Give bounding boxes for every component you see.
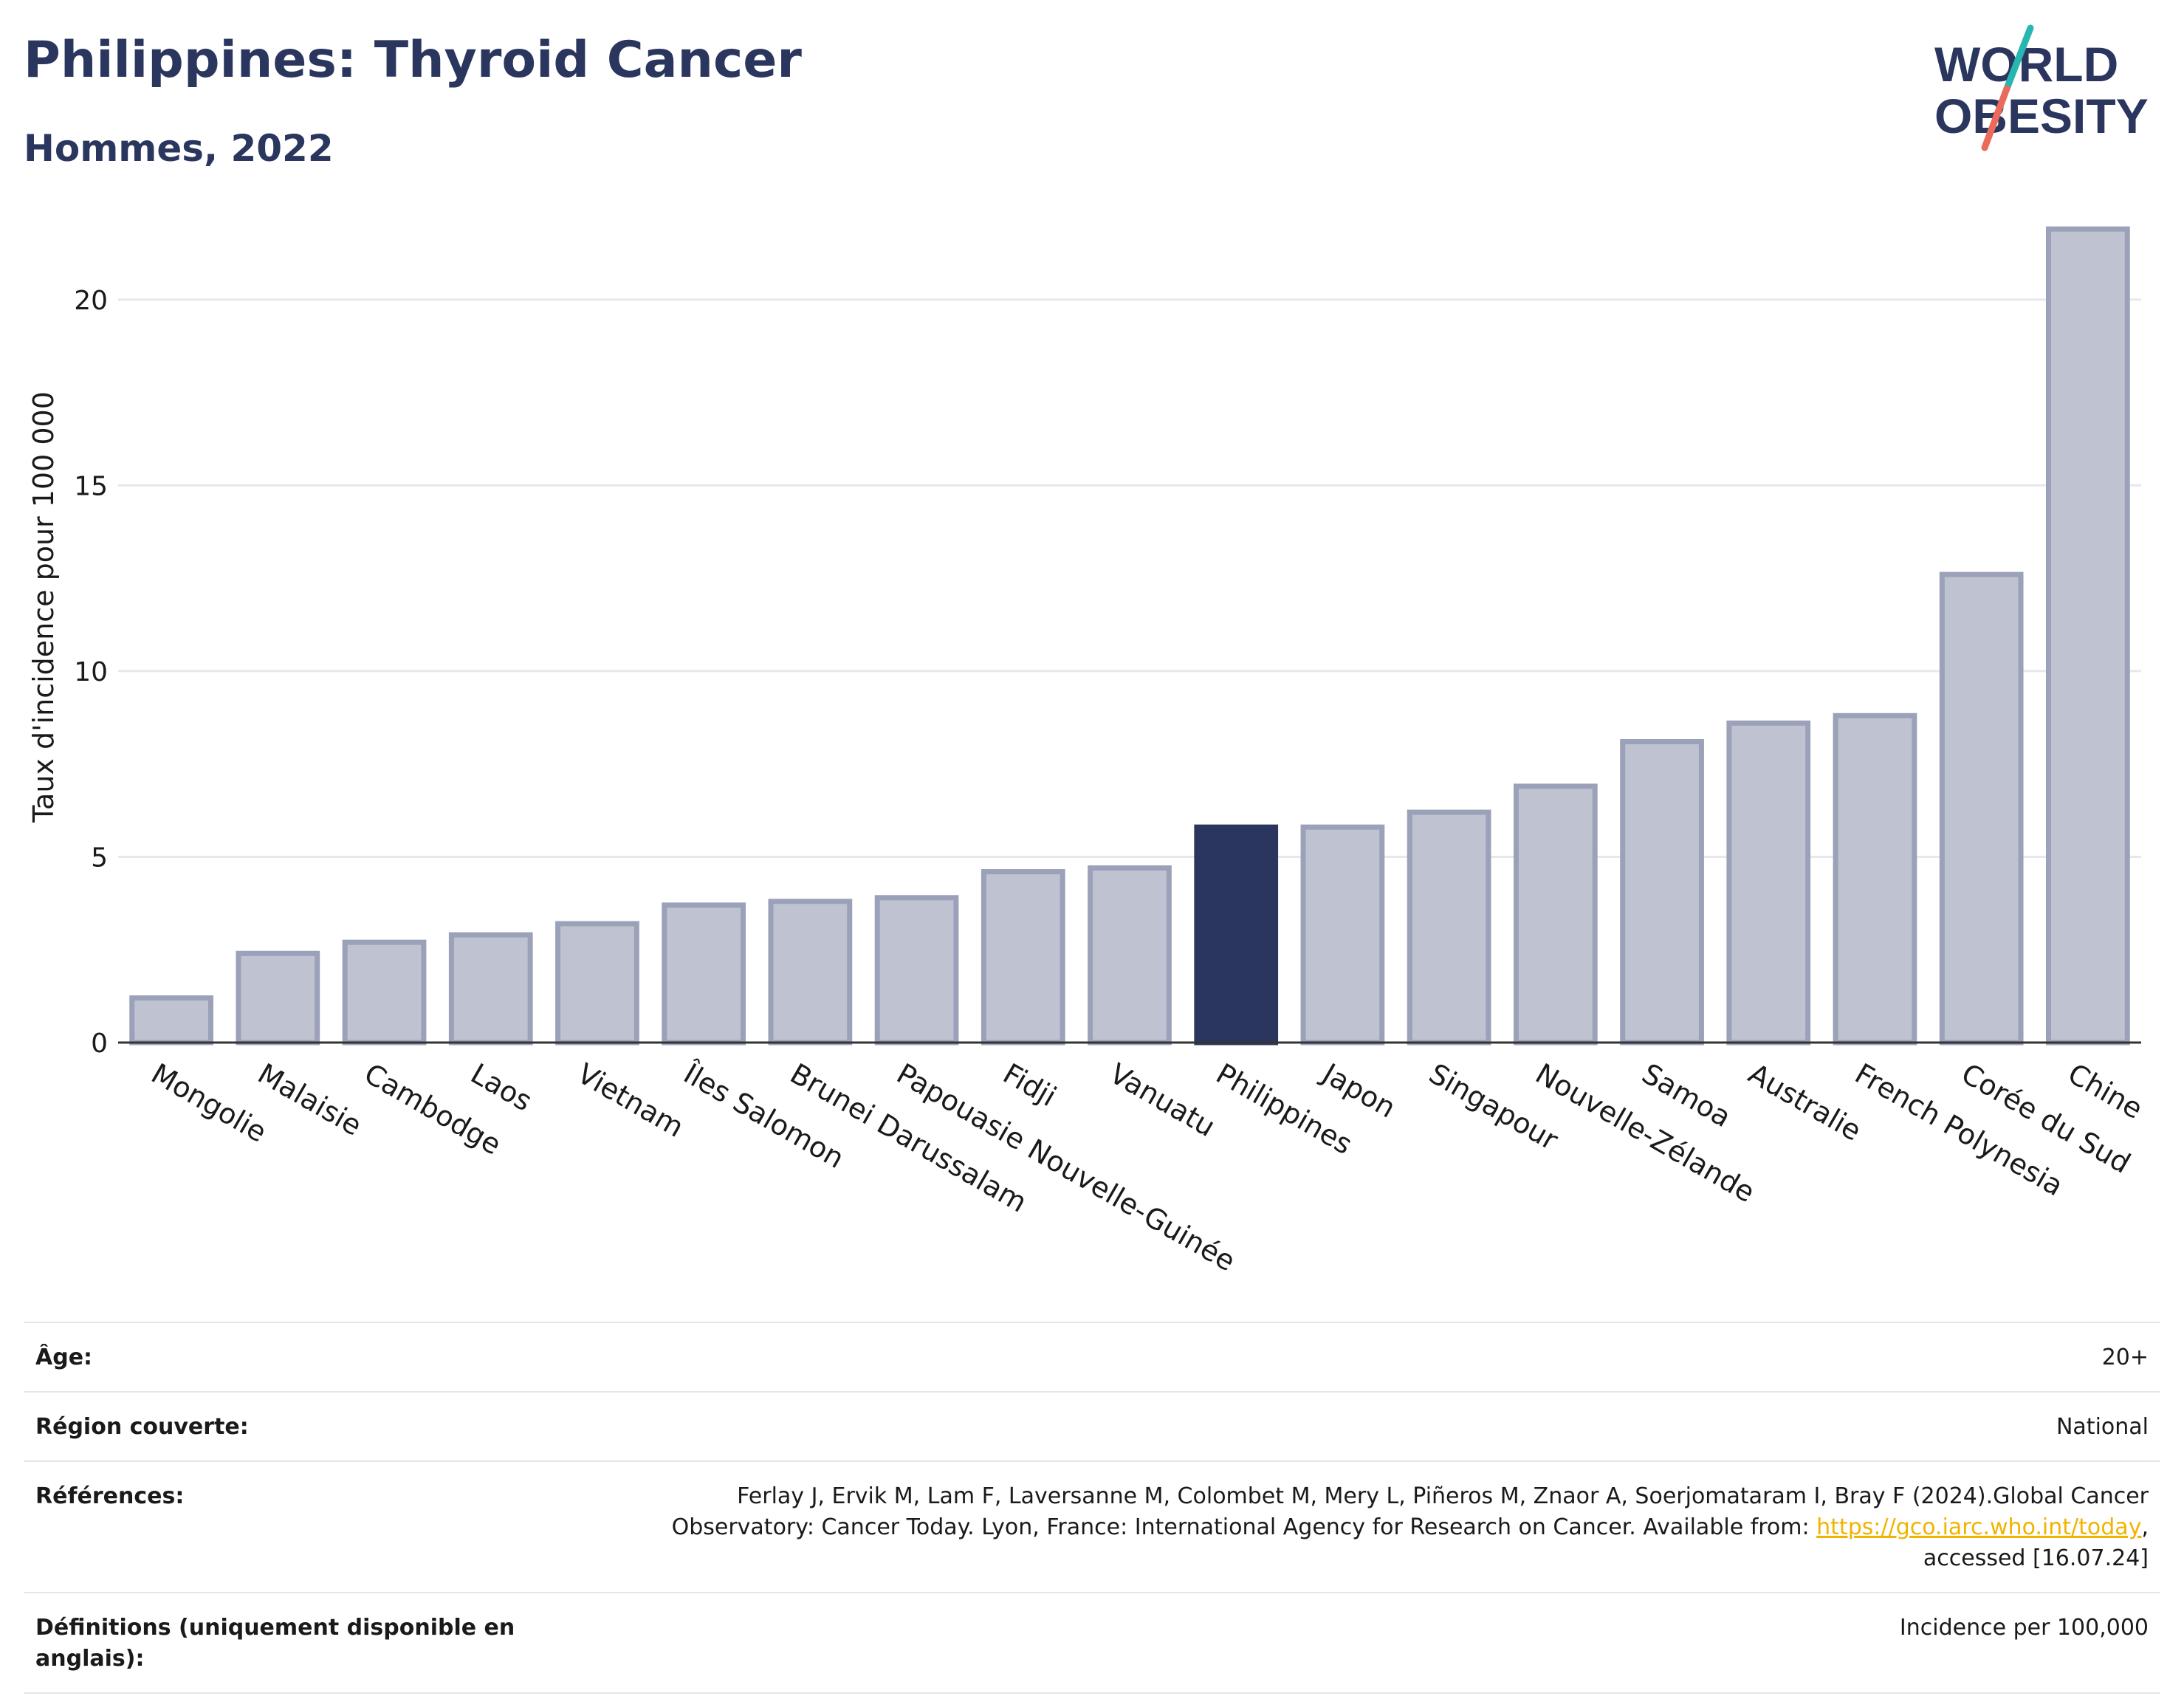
references-value: Ferlay J, Ervik M, Lam F, Laversanne M, …	[672, 1481, 2149, 1574]
region-value: National	[2056, 1414, 2149, 1440]
x-tick-label: Vietnam	[571, 1057, 689, 1144]
references-line2: Observatory: Cancer Today. Lyon, France:…	[671, 1514, 1817, 1540]
bar-cambodge	[342, 939, 427, 1046]
bar-cor-e-du-sud	[1939, 571, 2024, 1046]
info-row-references: Références: Ferlay J, Ervik M, Lam F, La…	[24, 1460, 2160, 1592]
references-link[interactable]: https://gco.iarc.who.int/today	[1816, 1514, 2142, 1540]
bar-papouasie-nouvelle-guin-e	[874, 895, 959, 1046]
x-tick-label: Mongolie	[146, 1057, 272, 1149]
y-tick-label: 0	[91, 1029, 108, 1059]
y-tick-label: 5	[91, 842, 108, 873]
bar-vanuatu	[1088, 865, 1172, 1046]
references-line1: Ferlay J, Ervik M, Lam F, Laversanne M, …	[737, 1483, 2149, 1509]
references-label: Références:	[35, 1483, 185, 1509]
y-tick-label: 20	[74, 286, 108, 316]
bar-philippines	[1194, 824, 1279, 1046]
bar-brunei-darussalam	[768, 899, 853, 1046]
info-row-region: Région couverte: National	[24, 1391, 2160, 1460]
bar-australie	[1726, 720, 1811, 1046]
bar-french-polynesia	[1833, 713, 1917, 1046]
x-tick-label: Fidji	[997, 1057, 1062, 1113]
logo-slash-coral	[1981, 85, 2010, 151]
info-row-age: Âge: 20+	[24, 1322, 2160, 1391]
bar-mongolie	[129, 995, 213, 1046]
x-tick-label: Australie	[1743, 1057, 1867, 1147]
info-table: Âge: 20+ Région couverte: National Référ…	[24, 1322, 2160, 1694]
definitions-value: Incidence per 100,000	[1899, 1615, 2149, 1641]
bar-nouvelle-z-lande	[1513, 783, 1598, 1046]
age-value: 20+	[2101, 1345, 2149, 1370]
bar-fidji	[981, 869, 1065, 1046]
references-line2-end: ,	[2141, 1514, 2149, 1540]
y-axis-label: Taux d'incidence pour 100 000	[27, 391, 60, 823]
age-label: Âge:	[35, 1345, 93, 1370]
y-tick-label: 15	[74, 471, 108, 501]
bar--les-salomon	[662, 902, 746, 1046]
references-line3: accessed [16.07.24]	[1923, 1545, 2149, 1571]
x-tick-label: Laos	[465, 1057, 538, 1118]
bar-laos	[448, 932, 533, 1046]
region-label: Région couverte:	[35, 1414, 249, 1440]
logo-line2: OBESITY	[1934, 89, 2149, 143]
definitions-label: Définitions (uniquement disponible en an…	[35, 1615, 515, 1672]
x-tick-label: Vanuatu	[1105, 1057, 1221, 1143]
bar-singapour	[1407, 809, 1491, 1046]
world-obesity-logo: WORLD OBESITY	[1934, 24, 2149, 151]
page-title: Philippines: Thyroid Cancer	[24, 31, 802, 89]
x-tick-label: Malaisie	[253, 1057, 368, 1142]
bar-japon	[1300, 824, 1385, 1046]
y-tick-label: 10	[74, 657, 108, 687]
bar-malaisie	[236, 950, 320, 1046]
page-subtitle: Hommes, 2022	[24, 127, 334, 170]
logo-slash-teal	[2003, 24, 2034, 92]
bar-vietnam	[555, 921, 639, 1046]
bar-chine	[2046, 226, 2130, 1046]
bar-samoa	[1620, 738, 1704, 1046]
x-tick-label: Japon	[1316, 1057, 1401, 1125]
info-row-definitions: Définitions (uniquement disponible en an…	[24, 1592, 2160, 1694]
x-tick-label: Chine	[2062, 1057, 2148, 1125]
